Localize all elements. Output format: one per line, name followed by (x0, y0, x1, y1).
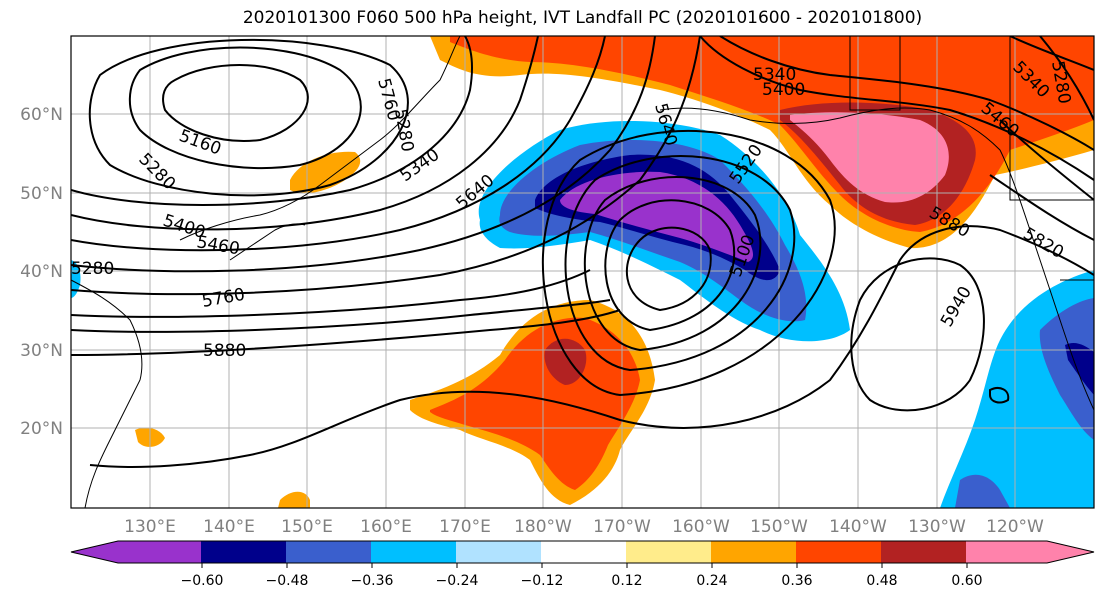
height-contours (71, 36, 1094, 468)
longitude-label: 140°E (203, 517, 255, 537)
longitude-label: 120°W (986, 517, 1044, 537)
map-title: 2020101300 F060 500 hPa height, IVT Land… (242, 8, 923, 28)
latitude-label: 20°N (20, 419, 63, 439)
latitude-label: 50°N (20, 184, 63, 204)
colorbar-outline (70, 540, 1095, 564)
latitude-label: 60°N (20, 105, 63, 125)
colorbar-tick-label: −0.60 (181, 573, 224, 589)
colorbar-tick-label: 0.48 (866, 573, 897, 589)
colorbar-segment (541, 541, 627, 563)
longitude-label: 130°W (908, 517, 966, 537)
colorbar-segment (966, 541, 1048, 563)
longitude-label: 140°W (829, 517, 887, 537)
longitude-label: 150°W (750, 517, 808, 537)
colorbar-tick-label: 0.24 (696, 573, 727, 589)
colorbar-segment (626, 541, 712, 563)
colorbar-segment (371, 541, 457, 563)
map-border (70, 35, 1095, 509)
longitude-label: 160°W (672, 517, 730, 537)
contour-label: 5280 (71, 259, 114, 279)
colorbar-segment (1047, 541, 1094, 563)
latitude-labels: 60°N 50°N 40°N 30°N 20°N (20, 105, 63, 439)
colorbar-segment (456, 541, 542, 563)
colorbar-segment (711, 541, 797, 563)
colorbar-segment (201, 541, 287, 563)
colorbar-tick-label: −0.24 (436, 573, 479, 589)
colorbar-tick-label: 0.12 (611, 573, 642, 589)
longitude-label: 160°E (360, 517, 412, 537)
coastlines (71, 36, 1094, 508)
colorbar-ticks (201, 563, 968, 568)
colorbar-segment (71, 541, 118, 563)
colorbar: −0.60 −0.48 −0.36 −0.24 −0.12 0.12 0.24 … (70, 540, 1095, 589)
graticule (71, 36, 1094, 508)
longitude-label: 170°W (593, 517, 651, 537)
colorbar-segment (286, 541, 372, 563)
contour-label: 5880 (203, 341, 246, 361)
longitude-labels: 130°E 140°E 150°E 160°E 170°E 180°W 170°… (124, 517, 1044, 537)
longitude-label: 130°E (124, 517, 176, 537)
longitude-label: 180°W (514, 517, 572, 537)
colorbar-tick-label: −0.36 (351, 573, 394, 589)
colorbar-segment (796, 541, 882, 563)
colorbar-tick-label: 0.60 (951, 573, 982, 589)
latitude-label: 30°N (20, 341, 63, 361)
contour-label: 5340 (753, 65, 796, 85)
latitude-label: 40°N (20, 262, 63, 282)
longitude-label: 150°E (281, 517, 333, 537)
contour-label: 5400 (762, 80, 805, 100)
longitude-label: 170°E (439, 517, 491, 537)
colorbar-tick-label: 0.36 (781, 573, 812, 589)
colorbar-tick-label: −0.12 (521, 573, 564, 589)
colorbar-segment (117, 541, 202, 563)
colorbar-tick-label: −0.48 (266, 573, 309, 589)
colorbar-segment (881, 541, 967, 563)
